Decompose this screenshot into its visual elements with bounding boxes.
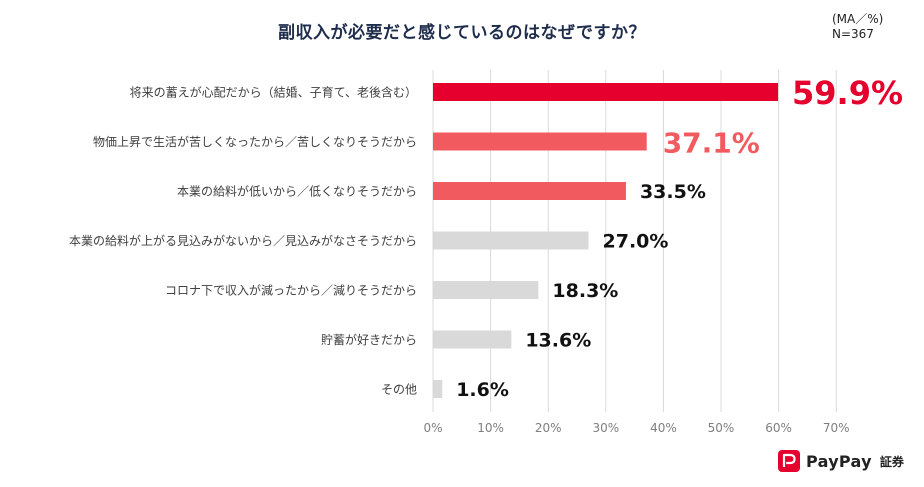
sample-note: N=367	[832, 27, 874, 41]
category-label: 本業の給料が低いから／低くなりそうだから	[177, 184, 417, 199]
chart-meta: (MA／%) N=367	[832, 12, 883, 42]
x-tick-label: 0%	[423, 421, 442, 435]
brand-logo: PayPay 証券	[778, 450, 904, 472]
value-label: 18.3%	[552, 280, 618, 302]
paypay-logo-icon	[778, 450, 800, 472]
category-label: コロナ下で収入が減ったから／減りそうだから	[165, 283, 417, 298]
category-label: 物価上昇で生活が苦しくなったから／苦しくなりそうだから	[93, 134, 417, 149]
x-tick-label: 30%	[592, 421, 619, 435]
x-tick-label: 70%	[823, 421, 850, 435]
category-label: 将来の蓄えが心配だから（結婚、子育て、老後含む）	[130, 85, 417, 100]
value-label: 33.5%	[640, 181, 706, 203]
value-label: 27.0%	[603, 231, 669, 253]
x-tick-label: 10%	[477, 421, 504, 435]
bar	[433, 83, 779, 101]
bar	[433, 231, 589, 250]
category-label: 貯蓄が好きだから	[321, 332, 417, 347]
value-label: 37.1%	[663, 127, 760, 160]
bar	[433, 182, 626, 200]
brand-sub: 証券	[879, 454, 904, 469]
x-tick-label: 50%	[708, 421, 735, 435]
chart-title: 副収入が必要だと感じているのはなぜですか？	[277, 23, 646, 43]
bar	[433, 330, 512, 349]
x-tick-label: 40%	[650, 421, 677, 435]
category-label: その他	[381, 383, 417, 397]
bar	[433, 380, 443, 398]
value-label: 1.6%	[456, 379, 509, 401]
x-tick-label: 20%	[535, 421, 562, 435]
category-label: 本業の給料が上がる見込みがないから／見込みがなさそうだから	[69, 233, 417, 248]
brand-name: PayPay	[806, 451, 872, 471]
bar	[433, 132, 647, 151]
value-label: 59.9%	[792, 74, 903, 112]
value-label: 13.6%	[525, 330, 591, 352]
scale-note: (MA／%)	[832, 12, 884, 26]
x-tick-label: 60%	[765, 421, 792, 435]
bar	[433, 281, 539, 299]
